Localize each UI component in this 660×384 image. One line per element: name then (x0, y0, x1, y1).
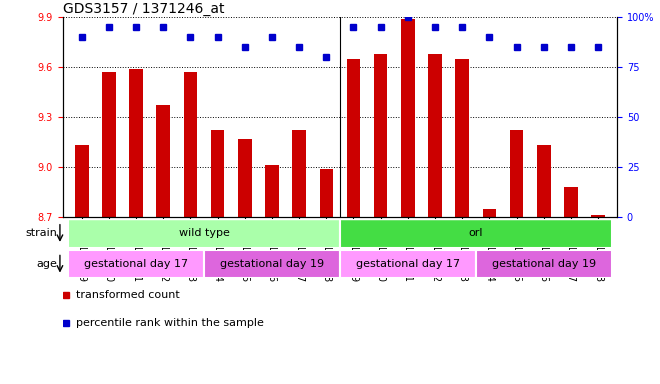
Text: strain: strain (25, 228, 57, 238)
Text: gestational day 19: gestational day 19 (492, 259, 596, 269)
Bar (428, 54, 442, 217)
Bar (374, 54, 387, 217)
Bar (510, 131, 523, 217)
Text: age: age (36, 259, 57, 269)
Bar (204, 250, 340, 278)
Bar (340, 250, 476, 278)
Bar (129, 69, 143, 217)
Bar (75, 146, 88, 217)
Bar (211, 131, 224, 217)
Bar (564, 187, 578, 217)
Text: orl: orl (469, 228, 483, 238)
Bar (238, 139, 251, 217)
Bar (482, 209, 496, 217)
Text: gestational day 19: gestational day 19 (220, 259, 324, 269)
Bar (476, 250, 612, 278)
Bar (68, 250, 204, 278)
Bar (346, 59, 360, 217)
Text: gestational day 17: gestational day 17 (356, 259, 460, 269)
Bar (340, 219, 612, 248)
Bar (455, 59, 469, 217)
Bar (537, 146, 550, 217)
Bar (292, 131, 306, 217)
Text: wild type: wild type (179, 228, 230, 238)
Bar (183, 72, 197, 217)
Text: percentile rank within the sample: percentile rank within the sample (76, 318, 264, 328)
Text: transformed count: transformed count (76, 290, 180, 300)
Bar (102, 72, 115, 217)
Bar (156, 106, 170, 217)
Bar (319, 169, 333, 217)
Bar (401, 19, 414, 217)
Bar (265, 166, 279, 217)
Bar (591, 215, 605, 217)
Text: GDS3157 / 1371246_at: GDS3157 / 1371246_at (63, 2, 224, 16)
Bar (68, 219, 340, 248)
Text: gestational day 17: gestational day 17 (84, 259, 188, 269)
